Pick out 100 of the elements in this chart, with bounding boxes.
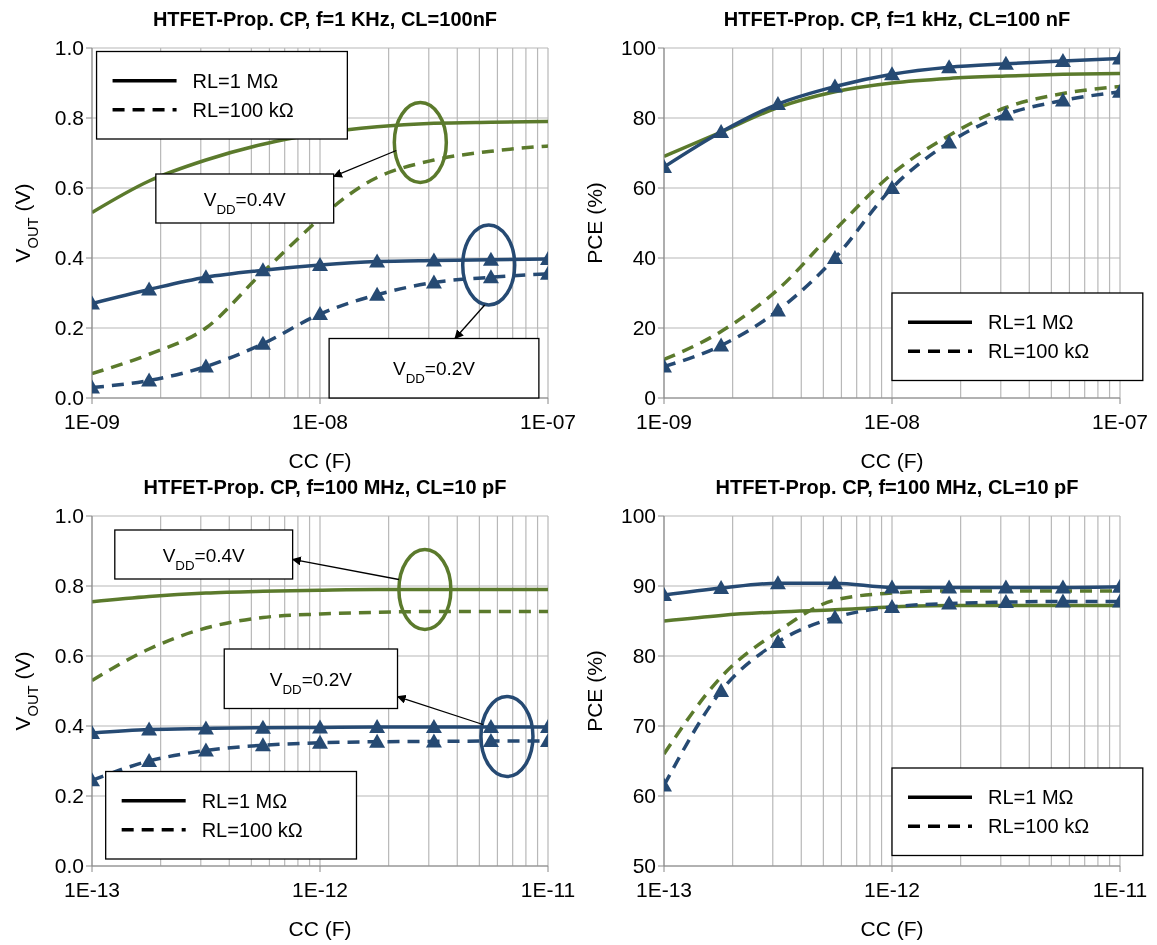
point <box>997 55 1014 70</box>
point <box>1054 92 1071 107</box>
point <box>369 733 386 748</box>
point <box>369 253 386 268</box>
point <box>713 337 730 352</box>
point <box>997 579 1014 594</box>
point <box>254 737 271 752</box>
x-tick-label: 1E-11 <box>1092 877 1148 901</box>
y-tick-label: 1.0 <box>54 36 84 60</box>
x-tick-label: 1E-09 <box>635 409 693 433</box>
annotation: V$_{DD}$=0.2V <box>269 668 353 697</box>
point <box>482 733 499 748</box>
point <box>1054 593 1071 608</box>
y-tick-label: 0 <box>644 386 656 410</box>
point <box>826 575 843 590</box>
point <box>997 594 1014 609</box>
y-tick-label: 90 <box>632 574 656 598</box>
x-tick-label: 1E-12 <box>863 877 921 901</box>
x-axis-title: CC (F) <box>860 917 924 940</box>
point <box>1054 579 1071 594</box>
point <box>884 599 900 613</box>
point <box>884 66 900 81</box>
y-tick-label: 0.0 <box>54 386 84 410</box>
point <box>197 269 214 284</box>
y-tick-label: 1.0 <box>54 504 84 528</box>
point <box>254 335 271 350</box>
point <box>482 719 499 734</box>
y-tick-label: 60 <box>632 176 656 200</box>
y-tick-label: 0.2 <box>54 316 84 340</box>
point <box>941 59 958 74</box>
y-tick-label: 0.4 <box>54 714 85 738</box>
point <box>997 106 1014 121</box>
y-tick-label: 70 <box>632 714 656 738</box>
point <box>312 306 328 320</box>
point <box>941 595 958 610</box>
point <box>312 257 328 271</box>
point <box>482 269 499 284</box>
point <box>713 683 730 697</box>
y-tick-label: 0.2 <box>54 784 84 808</box>
y-tick-label: 0.0 <box>54 854 84 878</box>
point <box>425 274 442 289</box>
point <box>197 742 214 757</box>
annotation: RL=1 MΩ <box>192 69 279 92</box>
y-tick-label: 60 <box>632 784 656 808</box>
point <box>369 719 386 734</box>
point <box>941 579 958 594</box>
point <box>482 251 499 266</box>
x-axis-title: CC (F) <box>288 449 352 472</box>
point <box>1054 52 1071 67</box>
y-tick-label: 80 <box>632 106 656 130</box>
point <box>369 286 386 301</box>
x-tick-label: 1E-09 <box>63 409 121 433</box>
point <box>713 580 730 595</box>
y-tick-label: 80 <box>632 644 656 668</box>
line-series <box>92 587 548 604</box>
y-axis-title: PCE (%) <box>583 650 606 732</box>
point <box>769 634 786 648</box>
line-series <box>92 144 548 376</box>
annotation: V$_{DD}$=0.4V <box>162 544 246 572</box>
chart-title: HTFET-Prop. CP, f=1 KHz, CL=100nF <box>151 8 499 32</box>
annotation: RL=1 MΩ <box>988 786 1074 809</box>
point <box>826 250 843 264</box>
point <box>769 96 786 110</box>
y-tick-label: 20 <box>632 316 656 340</box>
point <box>826 78 843 93</box>
chart-title: HTFET-Prop. CP, f=100 MHz, CL=10 pF <box>714 476 1080 500</box>
point <box>141 753 158 767</box>
point <box>884 579 900 594</box>
annotation: RL=100 kΩ <box>988 815 1090 838</box>
y-tick-label: 100 <box>620 504 656 528</box>
point <box>312 734 328 749</box>
y-axis-title: PCE (%) <box>583 182 606 264</box>
y-tick-label: 50 <box>632 854 656 878</box>
point <box>197 720 214 735</box>
y-tick-label: 0.6 <box>54 176 84 200</box>
y-tick-label: 40 <box>632 246 656 270</box>
point <box>141 281 158 296</box>
x-tick-label: 1E-11 <box>520 877 576 901</box>
annotation: RL=100 kΩ <box>192 98 294 121</box>
chart-title: HTFET-Prop. CP, f=100 MHz, CL=10 pF <box>142 476 508 500</box>
x-tick-label: 1E-12 <box>291 877 349 901</box>
point <box>425 733 442 748</box>
point <box>769 302 786 317</box>
y-tick-label: 0.4 <box>54 246 85 270</box>
annotation: RL=1 MΩ <box>201 789 288 812</box>
y-tick-label: 0.6 <box>54 644 84 668</box>
chart-title: HTFET-Prop. CP, f=1 kHz, CL=100 nF <box>722 8 1072 32</box>
annotation: RL=100 kΩ <box>988 340 1090 363</box>
point <box>425 252 442 267</box>
point <box>312 719 328 734</box>
x-tick-label: 1E-08 <box>863 409 921 433</box>
annotation: RL=100 kΩ <box>201 818 303 841</box>
x-axis-title: CC (F) <box>288 917 352 940</box>
annotation: RL=1 MΩ <box>988 311 1074 334</box>
point <box>254 719 271 734</box>
point <box>941 134 958 149</box>
x-tick-label: 1E-13 <box>63 877 121 901</box>
x-tick-label: 1E-07 <box>1091 409 1149 433</box>
y-tick-label: 0.8 <box>54 106 84 130</box>
point <box>769 575 786 590</box>
